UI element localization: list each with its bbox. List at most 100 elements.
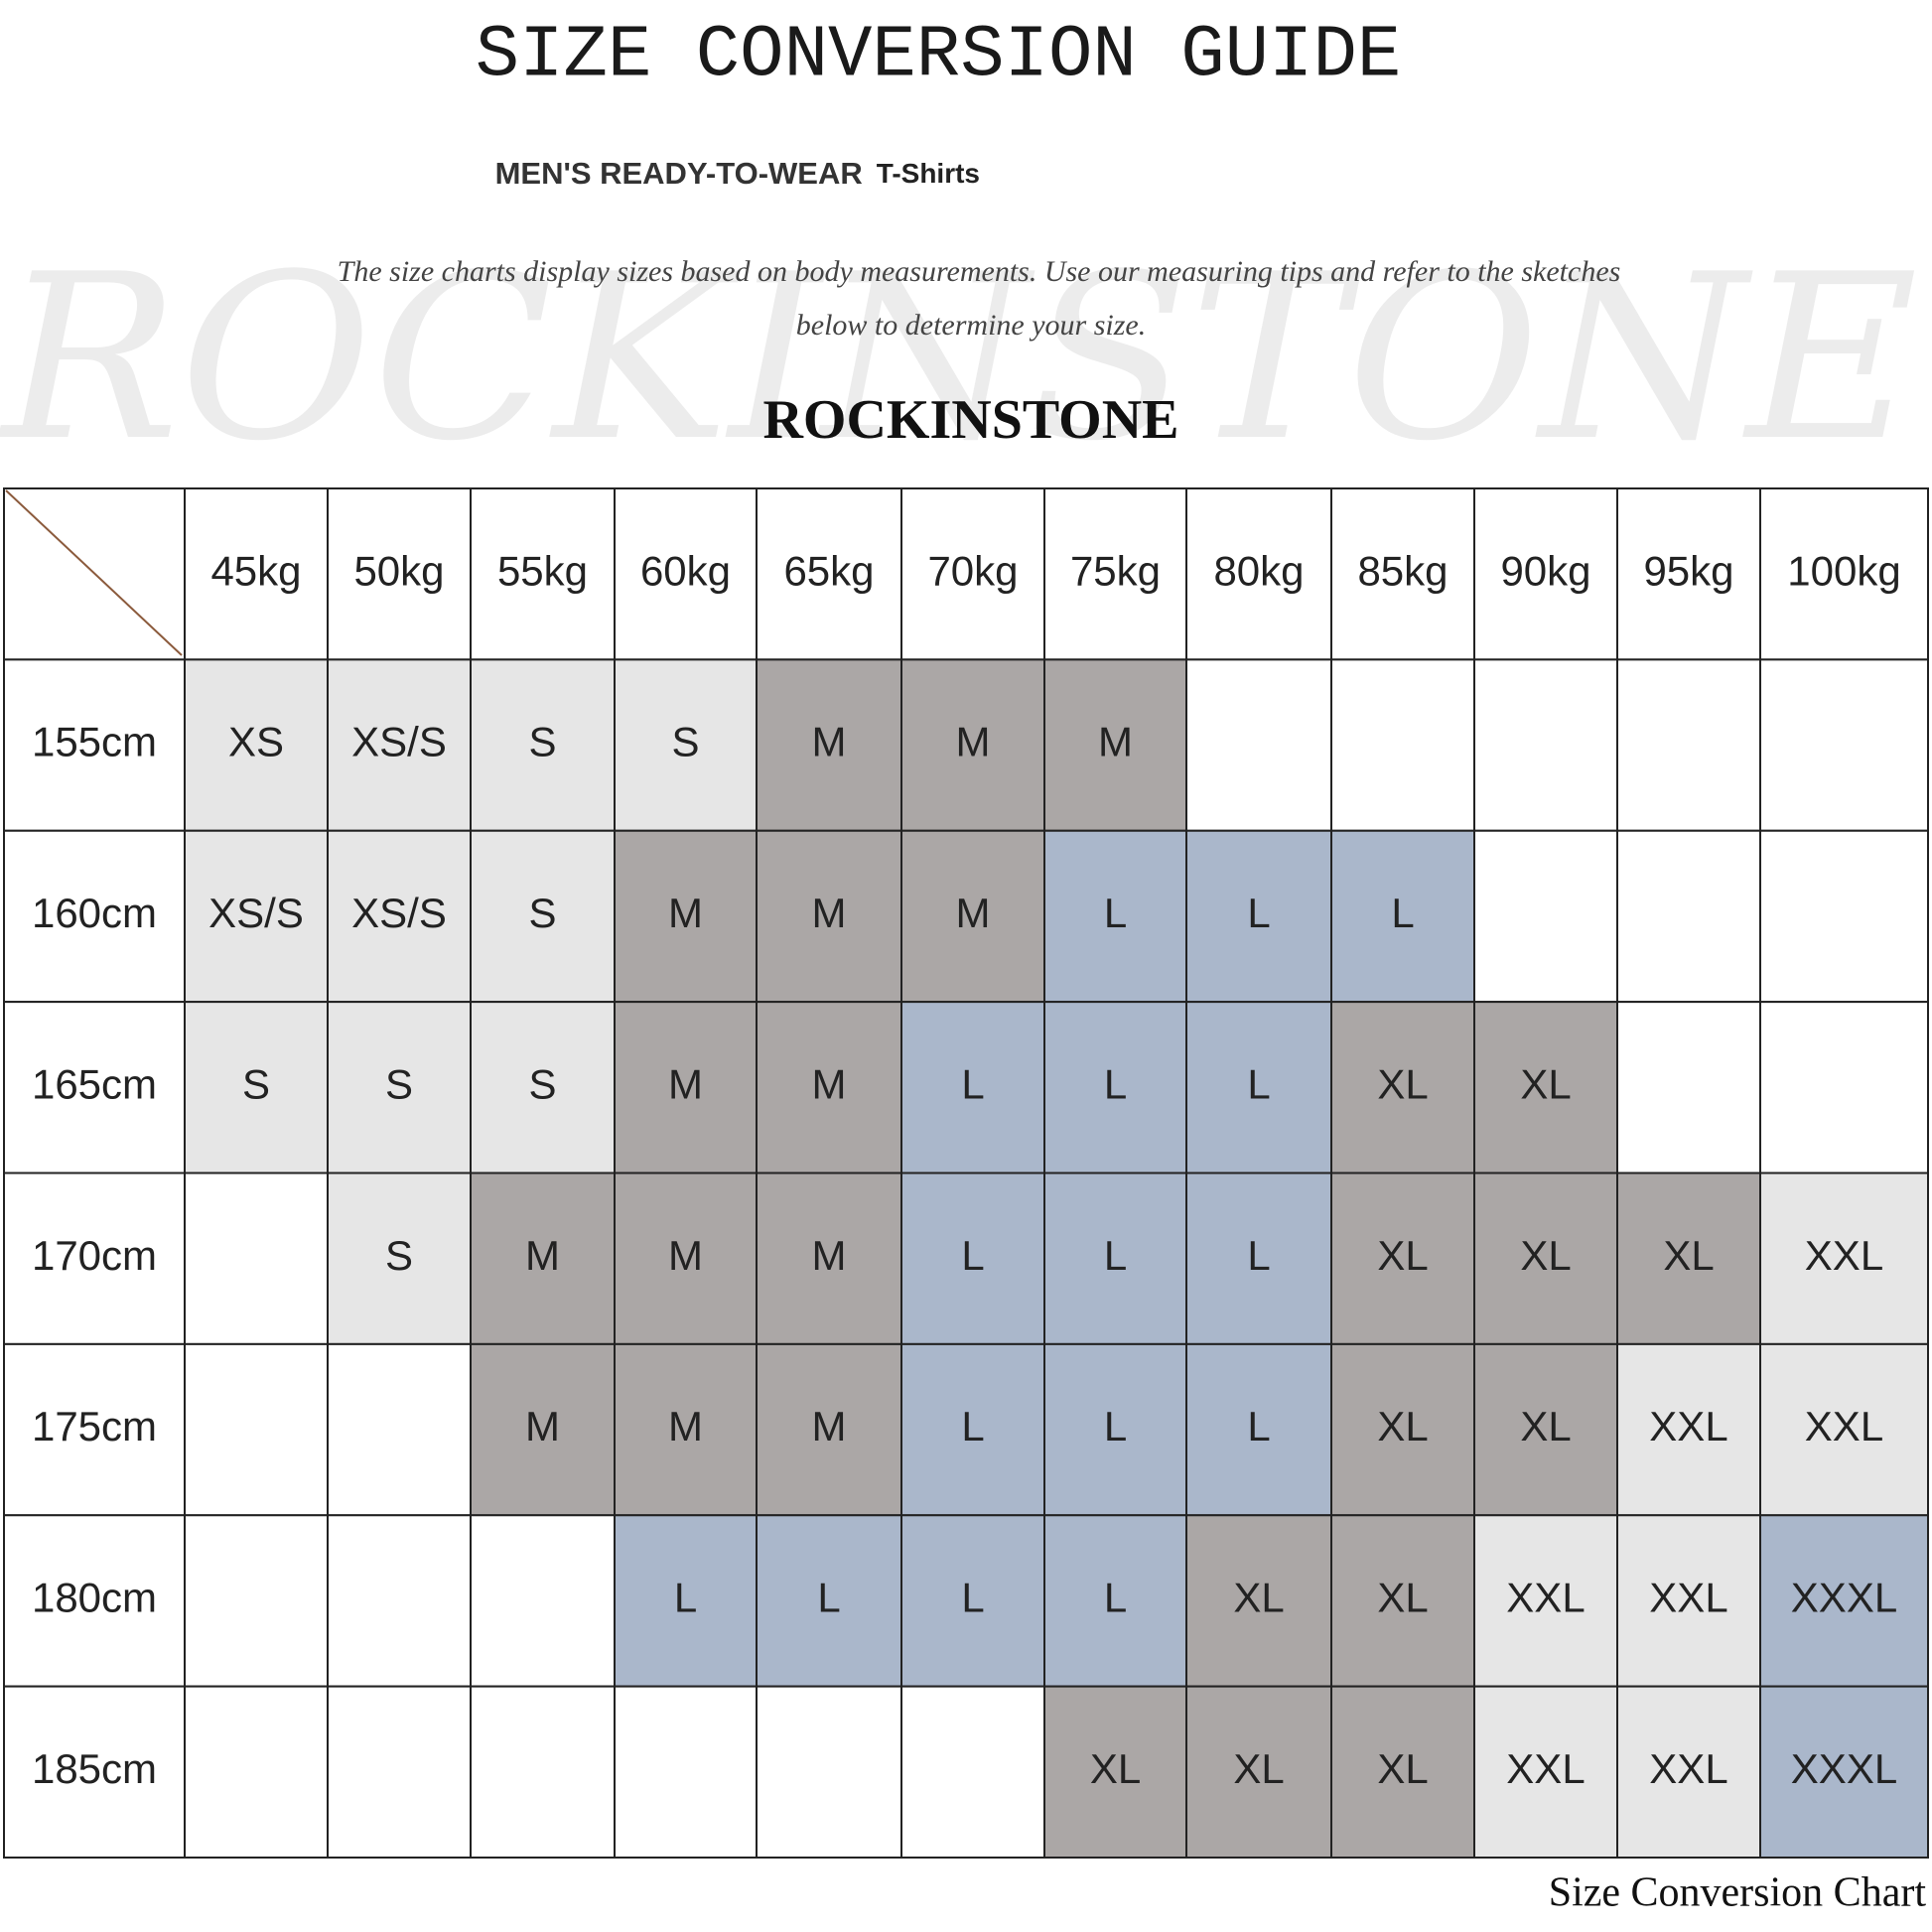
cell xyxy=(1759,829,1929,1004)
row-header: 170cm xyxy=(32,1232,157,1279)
corner-diagonal xyxy=(5,489,183,656)
cell xyxy=(756,1514,902,1688)
watermark: ROCKINSTONE xyxy=(0,226,1918,491)
cell xyxy=(184,1342,329,1517)
size-label: XXXL xyxy=(1791,1575,1897,1621)
cell xyxy=(184,829,329,1004)
size-label: XXL xyxy=(1649,1403,1727,1449)
cell xyxy=(1616,658,1761,832)
cell xyxy=(1185,829,1332,1004)
row-header: 180cm xyxy=(32,1575,157,1621)
column-header: 65kg xyxy=(783,547,874,594)
size-label: L xyxy=(961,1403,984,1449)
header-cell xyxy=(327,487,472,661)
cell xyxy=(470,1342,616,1517)
cell xyxy=(614,658,758,832)
column-header: 70kg xyxy=(927,547,1018,594)
size-label: XL xyxy=(1233,1745,1284,1792)
size-label: XXXL xyxy=(1791,1745,1897,1792)
column-header: 45kg xyxy=(210,547,301,594)
size-label: M xyxy=(668,1403,703,1449)
size-label: XL xyxy=(1520,1232,1571,1279)
subtitle-main: MEN'S READY-TO-WEAR xyxy=(495,156,863,191)
size-label: XL xyxy=(1377,1232,1428,1279)
cell xyxy=(1616,1685,1761,1859)
cell xyxy=(1330,1172,1475,1345)
size-label: S xyxy=(528,890,556,936)
size-label: XS/S xyxy=(351,890,447,936)
cell xyxy=(327,1685,472,1859)
cell xyxy=(470,829,616,1004)
cell xyxy=(1330,829,1475,1004)
column-header: 85kg xyxy=(1357,547,1448,594)
size-label: S xyxy=(385,1060,413,1107)
cell xyxy=(1043,1001,1187,1174)
cell xyxy=(1473,1685,1618,1859)
column-header: 55kg xyxy=(497,547,588,594)
cell xyxy=(900,1001,1045,1174)
cell xyxy=(1759,1001,1929,1174)
column-header: 50kg xyxy=(353,547,444,594)
cell xyxy=(470,1685,616,1859)
size-label: L xyxy=(1391,890,1414,936)
size-label: M xyxy=(812,719,847,765)
cell xyxy=(1473,829,1618,1004)
column-header: 100kg xyxy=(1787,547,1900,594)
size-label: XXL xyxy=(1649,1745,1727,1792)
size-label: XXL xyxy=(1506,1575,1585,1621)
row-header: 175cm xyxy=(32,1403,157,1449)
cell xyxy=(900,1172,1045,1345)
size-label: XS/S xyxy=(208,890,304,936)
size-label: M xyxy=(956,890,991,936)
cell xyxy=(614,1172,758,1345)
cell xyxy=(1330,1001,1475,1174)
size-label: XL xyxy=(1520,1060,1571,1107)
size-label: XL xyxy=(1377,1745,1428,1792)
cell xyxy=(1616,1001,1761,1174)
cell xyxy=(1473,1172,1618,1345)
cell xyxy=(756,1685,902,1859)
cell xyxy=(1043,1685,1187,1859)
size-label: M xyxy=(525,1403,560,1449)
cell xyxy=(1185,658,1332,832)
description-line: below to determine your size. xyxy=(796,309,1146,342)
cell xyxy=(1043,658,1187,832)
cell xyxy=(327,1172,472,1345)
row-header-cell xyxy=(3,1172,186,1345)
size-label: XXL xyxy=(1649,1575,1727,1621)
cell xyxy=(1330,1514,1475,1688)
cell xyxy=(327,1514,472,1688)
column-header: 75kg xyxy=(1070,547,1161,594)
row-header-cell xyxy=(3,829,186,1004)
size-label: XL xyxy=(1090,1745,1141,1792)
cell xyxy=(470,1514,616,1688)
column-header: 60kg xyxy=(640,547,731,594)
cell xyxy=(756,1342,902,1517)
cell xyxy=(1185,1685,1332,1859)
size-label: XS/S xyxy=(351,719,447,765)
size-label: S xyxy=(671,719,699,765)
size-label: XS xyxy=(228,719,284,765)
cell xyxy=(1616,1342,1761,1517)
header-cell xyxy=(900,487,1045,661)
size-label: XXL xyxy=(1506,1745,1585,1792)
cell xyxy=(1043,829,1187,1004)
size-label: L xyxy=(1104,1060,1127,1107)
header-cell xyxy=(1616,487,1761,661)
size-label: L xyxy=(817,1575,840,1621)
size-label: L xyxy=(961,1232,984,1279)
brand: ROCKINSTONE xyxy=(762,389,1178,451)
header-cell xyxy=(1759,487,1929,661)
size-label: XL xyxy=(1663,1232,1714,1279)
row-header: 185cm xyxy=(32,1745,157,1792)
subtitle-item: T-Shirts xyxy=(877,158,980,189)
size-label: L xyxy=(1104,1575,1127,1621)
size-label: M xyxy=(812,1403,847,1449)
size-label: L xyxy=(961,1575,984,1621)
cell xyxy=(470,658,616,832)
header-cell xyxy=(1185,487,1332,661)
size-label: L xyxy=(1104,1232,1127,1279)
cell xyxy=(1330,658,1475,832)
size-label: S xyxy=(242,1060,270,1107)
